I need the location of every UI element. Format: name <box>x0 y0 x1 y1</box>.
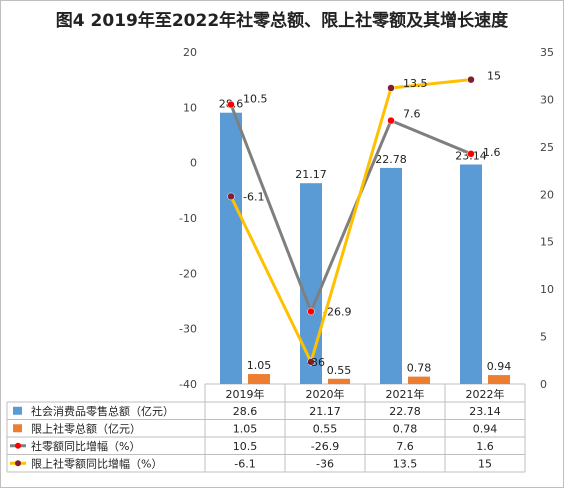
line-marker <box>307 307 315 316</box>
right-axis-tick: 20 <box>540 188 554 201</box>
table-cell: 0.78 <box>393 422 418 435</box>
line-data-label: -36 <box>307 356 325 369</box>
category-label: 2020年 <box>306 387 345 401</box>
right-axis-tick: 35 <box>540 46 554 59</box>
left-axis-tick: 0 <box>190 157 197 170</box>
bar <box>380 167 402 384</box>
line-data-label: 15 <box>487 70 501 83</box>
line-data-label: 7.6 <box>403 108 421 121</box>
table-cell: 15 <box>478 457 492 470</box>
legend-marker <box>15 442 21 449</box>
table-cell: 1.05 <box>233 422 258 435</box>
bar <box>248 374 270 384</box>
legend-swatch <box>13 406 22 415</box>
legend-label: 社零额同比增幅（%） <box>31 439 140 453</box>
line-data-label: -26.9 <box>323 306 351 319</box>
table-cell: 0.55 <box>313 422 338 435</box>
table-cell: 10.5 <box>233 440 258 453</box>
legend-label: 社会消费品零售总额（亿元） <box>31 404 174 418</box>
line-data-label: -6.1 <box>243 190 264 203</box>
left-axis-tick: 10 <box>183 101 197 114</box>
left-axis-tick: -20 <box>179 267 197 280</box>
bar-data-label: 0.94 <box>487 360 512 373</box>
bar <box>460 164 482 384</box>
table-cell: 13.5 <box>393 457 418 470</box>
table-cell: -6.1 <box>234 457 255 470</box>
line-data-label: 10.5 <box>243 93 268 106</box>
table-cell: 21.17 <box>309 405 341 418</box>
bar <box>220 112 242 385</box>
table-cell: 22.78 <box>389 405 421 418</box>
legend-marker <box>15 460 21 467</box>
table-cell: -36 <box>316 457 334 470</box>
table-cell: 28.6 <box>233 405 258 418</box>
left-axis-tick: -10 <box>179 212 197 225</box>
legend-label: 限上社零额同比增幅（%） <box>31 456 162 470</box>
right-axis-tick: 30 <box>540 93 554 106</box>
bar <box>408 376 430 384</box>
legend-swatch <box>13 424 22 433</box>
line-marker <box>307 358 315 366</box>
right-axis-tick: 0 <box>540 378 547 391</box>
line-marker <box>467 150 475 158</box>
category-label: 2019年 <box>226 387 265 401</box>
bar <box>328 378 350 384</box>
right-axis-tick: 25 <box>540 141 554 154</box>
right-axis-tick: 5 <box>540 331 547 344</box>
bar <box>300 183 322 384</box>
line-marker <box>387 116 395 125</box>
line-marker <box>387 84 395 92</box>
table-cell: -26.9 <box>311 440 339 453</box>
category-label: 2021年 <box>386 387 425 401</box>
chart-title: 图4 2019年至2022年社零总额、限上社零额及其增长速度 <box>55 11 509 31</box>
line-marker <box>467 75 475 84</box>
left-axis-tick: 20 <box>183 46 197 59</box>
right-axis-tick: 10 <box>540 283 554 296</box>
table-cell: 1.6 <box>476 440 494 453</box>
bar-data-label: 21.17 <box>295 168 327 181</box>
line-data-label: 1.6 <box>483 146 501 159</box>
line-data-label: 13.5 <box>403 77 428 90</box>
line-marker <box>227 100 235 109</box>
right-axis-tick: 15 <box>540 236 554 249</box>
series-line <box>229 104 472 316</box>
left-axis-tick: -40 <box>179 378 197 391</box>
bar-data-label: 0.55 <box>327 364 352 377</box>
bar-data-label: 0.78 <box>407 362 432 375</box>
series-line <box>229 78 472 367</box>
bar-data-label: 1.05 <box>247 359 272 372</box>
table-cell: 23.14 <box>469 405 501 418</box>
bar <box>488 375 510 384</box>
bar-data-label: 22.78 <box>375 153 407 166</box>
line-marker <box>227 192 235 201</box>
category-label: 2022年 <box>466 387 505 401</box>
legend-label: 限上社零总额（亿元） <box>31 421 141 435</box>
table-cell: 7.6 <box>396 440 414 453</box>
table-cell: 0.94 <box>473 422 498 435</box>
left-axis-tick: -30 <box>179 323 197 336</box>
